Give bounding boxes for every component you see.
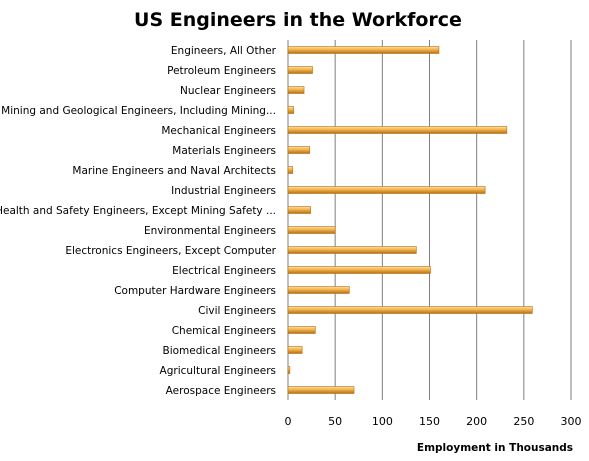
category-labels: Aerospace Engineers Agricultural Engineer… (0, 45, 277, 397)
x-tick-label: 50 (328, 415, 342, 428)
x-axis-title: Employment in Thousands (417, 442, 573, 454)
x-tick-label: 0 (285, 415, 292, 428)
bar (287, 386, 355, 394)
bar (287, 326, 316, 334)
x-tick-labels: 0 50 100 150 200 250 300 (285, 415, 582, 428)
category-label: Computer Hardware Engineers (114, 285, 276, 297)
bar (287, 346, 303, 354)
bar (287, 306, 533, 314)
category-label: Agricultural Engineers (160, 365, 276, 377)
bar (287, 46, 440, 54)
bar (287, 366, 291, 374)
category-label: Nuclear Engineers (180, 85, 276, 97)
category-label: Materials Engineers (172, 145, 276, 157)
category-label: Mechanical Engineers (161, 125, 276, 137)
x-tick-label: 150 (419, 415, 440, 428)
category-label: Petroleum Engineers (167, 65, 276, 77)
x-tick-label: 250 (513, 415, 534, 428)
x-tick-label: 100 (372, 415, 393, 428)
category-label: Industrial Engineers (171, 185, 276, 197)
bar (287, 266, 431, 274)
bar (287, 286, 350, 294)
bar (287, 166, 294, 174)
gridlines (287, 40, 572, 400)
category-label: Civil Engineers (198, 305, 276, 317)
category-label: Biomedical Engineers (162, 345, 276, 357)
x-tick-label: 300 (561, 415, 582, 428)
bar (287, 146, 310, 154)
bar (287, 66, 313, 74)
category-label: Chemical Engineers (172, 325, 276, 337)
bar (287, 246, 417, 254)
category-label: Marine Engineers and Naval Architects (72, 165, 276, 177)
chart-title: US Engineers in the Workforce (134, 9, 462, 31)
bar (287, 106, 294, 114)
category-label: Health and Safety Engineers, Except Mini… (0, 205, 276, 217)
category-label: Electrical Engineers (172, 265, 276, 277)
category-label: Aerospace Engineers (166, 385, 276, 397)
category-label: Mining and Geological Engineers, Includi… (1, 105, 276, 117)
category-label: Environmental Engineers (144, 225, 276, 237)
bar (287, 206, 311, 214)
bar (287, 226, 336, 234)
category-label: Electronics Engineers, Except Computer (65, 245, 276, 257)
x-tick-label: 200 (466, 415, 487, 428)
category-label: Engineers, All Other (171, 45, 277, 57)
bar (287, 186, 486, 194)
bars (287, 46, 533, 394)
bar (287, 126, 508, 134)
bar (287, 86, 305, 94)
